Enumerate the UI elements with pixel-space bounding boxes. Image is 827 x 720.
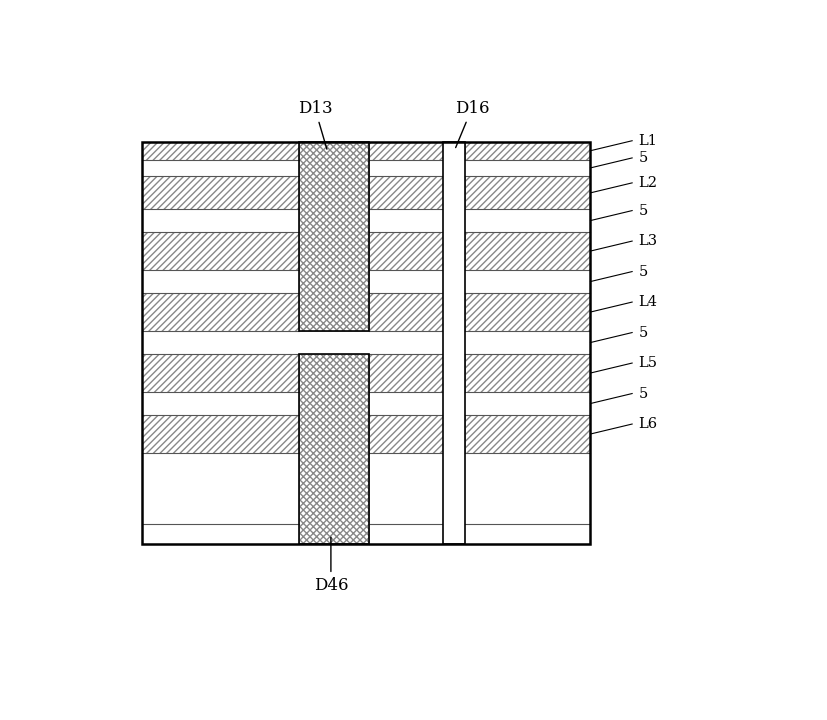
Bar [142, 292, 299, 331]
Text: D13: D13 [298, 100, 332, 149]
Bar [466, 160, 590, 176]
Bar [466, 524, 590, 544]
Bar [142, 232, 299, 271]
Bar [142, 392, 299, 415]
Bar [142, 354, 299, 392]
Bar [370, 176, 443, 210]
Text: D16: D16 [455, 100, 489, 148]
Bar [466, 392, 590, 415]
Bar [142, 142, 299, 160]
Bar [142, 160, 299, 176]
Bar [142, 271, 299, 292]
Text: L5: L5 [638, 356, 657, 370]
Text: 5: 5 [638, 325, 648, 340]
Text: 5: 5 [638, 151, 648, 165]
Text: L1: L1 [638, 134, 657, 148]
Text: L2: L2 [638, 176, 657, 190]
Bar [466, 232, 590, 271]
Bar [370, 160, 443, 176]
Bar [142, 415, 299, 454]
Bar [370, 354, 443, 392]
Bar [142, 176, 299, 210]
Text: L6: L6 [638, 417, 657, 431]
Text: D46: D46 [313, 537, 348, 594]
Text: L3: L3 [638, 234, 657, 248]
Bar [370, 331, 443, 354]
Bar [142, 210, 299, 232]
Bar [370, 415, 443, 454]
Bar [370, 271, 443, 292]
Bar [142, 331, 299, 354]
Bar [142, 142, 590, 544]
Text: 5: 5 [638, 387, 648, 400]
Bar [142, 524, 299, 544]
Bar [466, 142, 590, 160]
Bar [466, 415, 590, 454]
Bar [466, 292, 590, 331]
Bar [299, 142, 370, 331]
Text: 5: 5 [638, 204, 648, 217]
Bar [443, 142, 466, 544]
Bar [299, 354, 370, 544]
Bar [370, 210, 443, 232]
Bar [466, 331, 590, 354]
Text: L4: L4 [638, 295, 657, 309]
Bar [370, 292, 443, 331]
Bar [466, 210, 590, 232]
Bar [370, 524, 443, 544]
Text: 5: 5 [638, 264, 648, 279]
Bar [466, 354, 590, 392]
Bar [466, 271, 590, 292]
Bar [299, 142, 370, 331]
Bar [299, 354, 370, 544]
Bar [370, 232, 443, 271]
Bar [466, 176, 590, 210]
Bar [370, 392, 443, 415]
Bar [370, 142, 443, 160]
